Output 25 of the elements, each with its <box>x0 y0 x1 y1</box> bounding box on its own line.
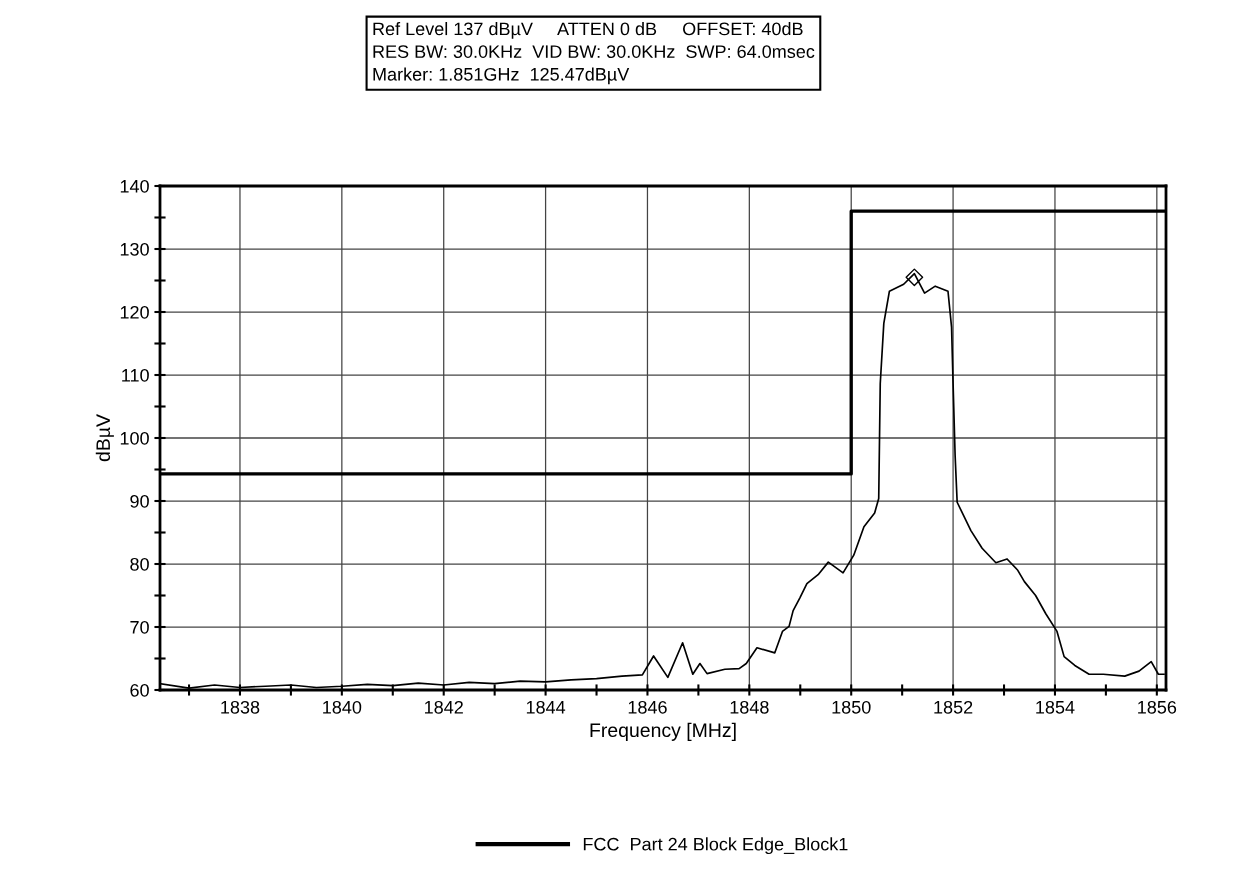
text: RES BW: 30.0KHz VID BW: 30.0KHz SWP: 64.0msec <box>373 45 815 58</box>
y-tick-label: 70 <box>130 620 149 634</box>
y-tick-label: 110 <box>122 368 149 382</box>
x-axis-title: Frequency [MHz] <box>590 722 736 741</box>
y-tick-label: 80 <box>130 557 149 571</box>
x-tick-label: 1846 <box>628 700 667 714</box>
x-tick-label: 1842 <box>425 700 463 714</box>
x-tick-label: 1838 <box>221 700 260 714</box>
y-tick-label: 120 <box>120 305 149 319</box>
x-tick-label: 1854 <box>1036 700 1075 714</box>
x-tick-label: 1844 <box>526 700 566 714</box>
x-tick-label: 1852 <box>934 700 973 714</box>
y-tick-label: 60 <box>130 683 149 697</box>
y-tick-label: 130 <box>120 242 149 256</box>
y-tick-label: 90 <box>130 494 149 508</box>
x-tick-label: 1856 <box>1138 700 1177 714</box>
text: Ref Level 137 dBµV ATTEN 0 dB OFFSET: 40dB <box>373 22 803 39</box>
y-tick-label: 140 <box>120 179 149 193</box>
y-axis-title: dBµV <box>95 414 114 462</box>
text: Marker: 1.851GHz 125.47dBµV <box>373 67 630 85</box>
x-tick-label: 1850 <box>832 700 871 714</box>
y-tick-label: 100 <box>120 431 149 445</box>
x-tick-label: 1848 <box>730 700 769 714</box>
x-tick-label: 1840 <box>323 700 362 714</box>
legend-label: FCC Part 24 Block Edge_Block1 <box>583 837 848 855</box>
